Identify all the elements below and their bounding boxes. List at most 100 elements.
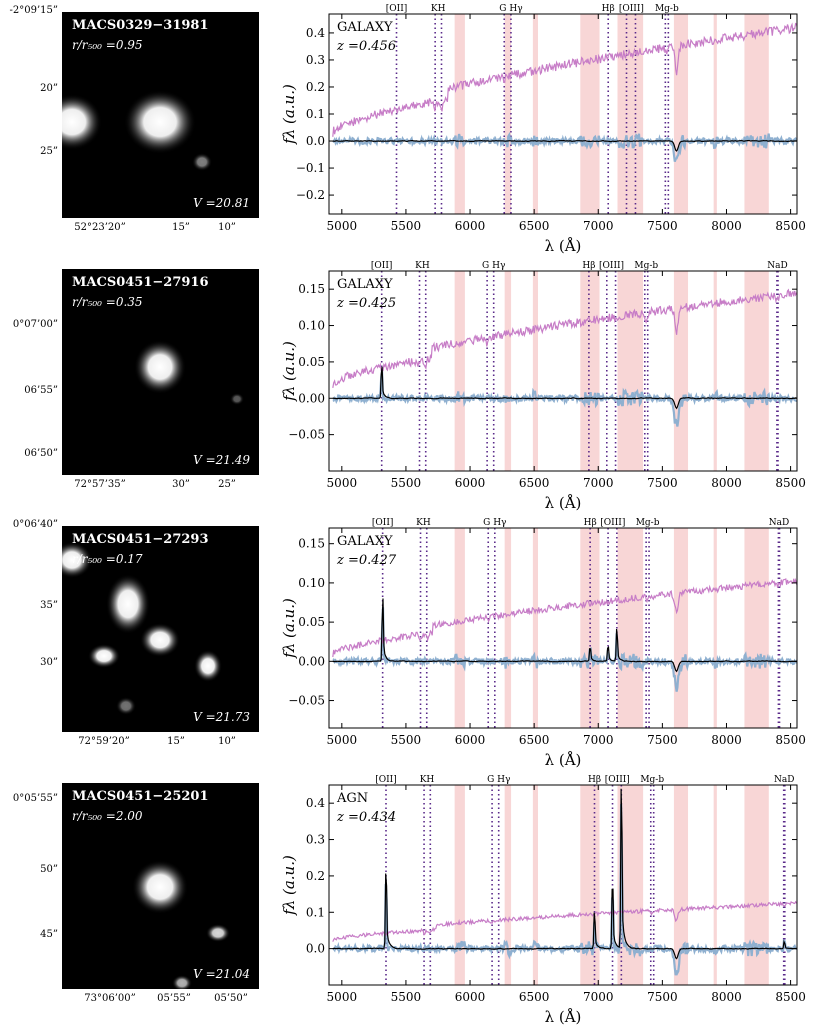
class-label: AGN xyxy=(336,791,368,806)
line-name-label: G Hγ xyxy=(499,4,522,14)
dec-label-2: 50” xyxy=(40,864,58,875)
line-name-label: [OIII] xyxy=(605,775,630,785)
y-tick-label: 0.1 xyxy=(306,107,325,121)
x-axis-label: λ (Å) xyxy=(545,237,582,255)
line-name-label: Hβ xyxy=(588,775,601,785)
sky-band xyxy=(713,528,717,728)
spectrum-plot: −0.05 0.00 0.05 0.10 0.15 5000 5500 6000 6500 700… xyxy=(280,261,806,512)
ra-label-2: 05’55” xyxy=(157,993,191,1004)
residual-spectrum xyxy=(332,366,797,410)
dec-label-1: 0°06’40” xyxy=(12,519,58,530)
sky-band xyxy=(580,14,600,214)
sky-band xyxy=(673,785,689,985)
x-tick-label: 7500 xyxy=(647,733,678,747)
sky-band xyxy=(713,271,717,471)
x-tick-label: 7500 xyxy=(647,219,678,233)
galaxy-cutout-image: MACS0451−27916 r/r₅₀₀ =0.35 V =21.49 xyxy=(62,269,259,475)
x-axis-label: λ (Å) xyxy=(545,751,582,769)
radius-ratio: r/r₅₀₀ =0.17 xyxy=(72,552,143,566)
y-tick-label: 0.15 xyxy=(298,282,325,296)
x-tick-label: 5000 xyxy=(327,990,358,1004)
sky-band xyxy=(617,14,644,214)
x-tick-label: 8000 xyxy=(711,219,742,233)
plot-frame xyxy=(328,13,798,215)
sky-band xyxy=(673,271,689,471)
sky-band xyxy=(504,271,512,471)
object-id: MACS0451−27916 xyxy=(72,275,209,290)
galaxy-blob xyxy=(124,90,196,154)
galaxy-cutout-image: MACS0329−31981 r/r₅₀₀ =0.95 V =20.81 xyxy=(62,12,259,218)
y-tick-label: 0.4 xyxy=(306,796,325,810)
galaxy-blob xyxy=(134,340,186,394)
galaxy-blob xyxy=(106,574,150,634)
sky-band xyxy=(713,785,717,985)
galaxy-blob xyxy=(140,623,180,657)
dec-label-2: 35” xyxy=(40,600,58,611)
galaxy-blob xyxy=(116,697,136,715)
sky-band xyxy=(713,14,717,214)
galaxy-blob xyxy=(132,860,188,914)
y-axis-label: fλ (a.u.) xyxy=(280,341,298,402)
line-name-label: NaD xyxy=(767,261,787,271)
galaxy-template-spectrum xyxy=(332,288,797,389)
panel-row-3: 0°06’40” 35” 30” MACS0451−27293 r/r₅₀₀ =… xyxy=(0,514,814,771)
sky-band xyxy=(454,785,465,985)
ra-label-1: 73°06’00” xyxy=(84,993,136,1004)
galaxy-blob xyxy=(62,542,92,578)
sky-band xyxy=(532,14,538,214)
x-tick-label: 6500 xyxy=(519,990,550,1004)
x-tick-label: 6500 xyxy=(519,219,550,233)
class-label: GALAXY xyxy=(337,20,393,35)
v-magnitude: V =21.04 xyxy=(193,967,250,981)
panel-row-1: -2°09’15” 20” 25” MACS0329−31981 r/r₅₀₀ … xyxy=(0,0,814,257)
redshift-label: z =0.427 xyxy=(336,553,397,568)
y-axis-label: fλ (a.u.) xyxy=(280,84,298,145)
class-label: GALAXY xyxy=(337,277,393,292)
line-name-label: Mg-b xyxy=(634,261,658,271)
galaxy-cutout-image: MACS0451−25201 r/r₅₀₀ =2.00 V =21.04 xyxy=(62,783,259,989)
spectrum-plot: 0.0 0.1 0.2 0.3 0.4 5000 5500 6000 6500 7000 7500 8… xyxy=(280,775,806,1026)
object-id: MACS0451−27293 xyxy=(72,532,209,547)
dec-label-3: 30” xyxy=(40,657,58,668)
x-tick-label: 6500 xyxy=(519,733,550,747)
v-magnitude: V =20.81 xyxy=(193,196,250,210)
x-tick-label: 7500 xyxy=(647,476,678,490)
ra-label-3: 10” xyxy=(218,222,236,233)
galaxy-blob xyxy=(172,975,192,989)
ra-label-1: 52°23’20” xyxy=(74,222,126,233)
x-tick-label: 8500 xyxy=(775,219,806,233)
x-tick-label: 6000 xyxy=(455,733,486,747)
x-tick-label: 7000 xyxy=(583,733,614,747)
y-tick-label: 0.2 xyxy=(306,869,325,883)
ra-label-3: 10” xyxy=(218,736,236,747)
line-name-label: Mg-b xyxy=(655,4,679,14)
observed-spectrum xyxy=(332,804,797,976)
line-name-label: KH xyxy=(416,518,431,528)
x-axis-label: λ (Å) xyxy=(545,1008,582,1026)
x-tick-label: 5500 xyxy=(391,476,422,490)
sky-band xyxy=(532,271,538,471)
observed-spectrum xyxy=(332,607,797,692)
cutout-blobs xyxy=(134,340,244,405)
line-name-label: KH xyxy=(420,775,435,785)
line-name-label: NaD xyxy=(774,775,794,785)
galaxy-blob xyxy=(88,644,120,668)
sky-band xyxy=(617,271,644,471)
y-tick-label: 0.15 xyxy=(298,537,325,551)
line-name-label: [OII] xyxy=(375,775,397,785)
residual-spectrum xyxy=(332,788,797,960)
sky-band xyxy=(744,271,769,471)
ra-label-2: 15” xyxy=(167,736,185,747)
sky-band xyxy=(532,785,538,985)
line-name-label: KH xyxy=(415,261,430,271)
x-tick-label: 7000 xyxy=(583,990,614,1004)
dec-label-3: 45” xyxy=(40,929,58,940)
y-tick-label: 0.0 xyxy=(306,134,325,148)
y-tick-label: 0.3 xyxy=(306,53,325,67)
x-tick-label: 6000 xyxy=(455,219,486,233)
x-axis-label: λ (Å) xyxy=(545,494,582,512)
y-tick-label: −0.2 xyxy=(296,188,325,202)
line-name-label: Hβ xyxy=(582,261,595,271)
line-name-label: [OII] xyxy=(372,518,394,528)
v-magnitude: V =21.73 xyxy=(193,710,250,724)
